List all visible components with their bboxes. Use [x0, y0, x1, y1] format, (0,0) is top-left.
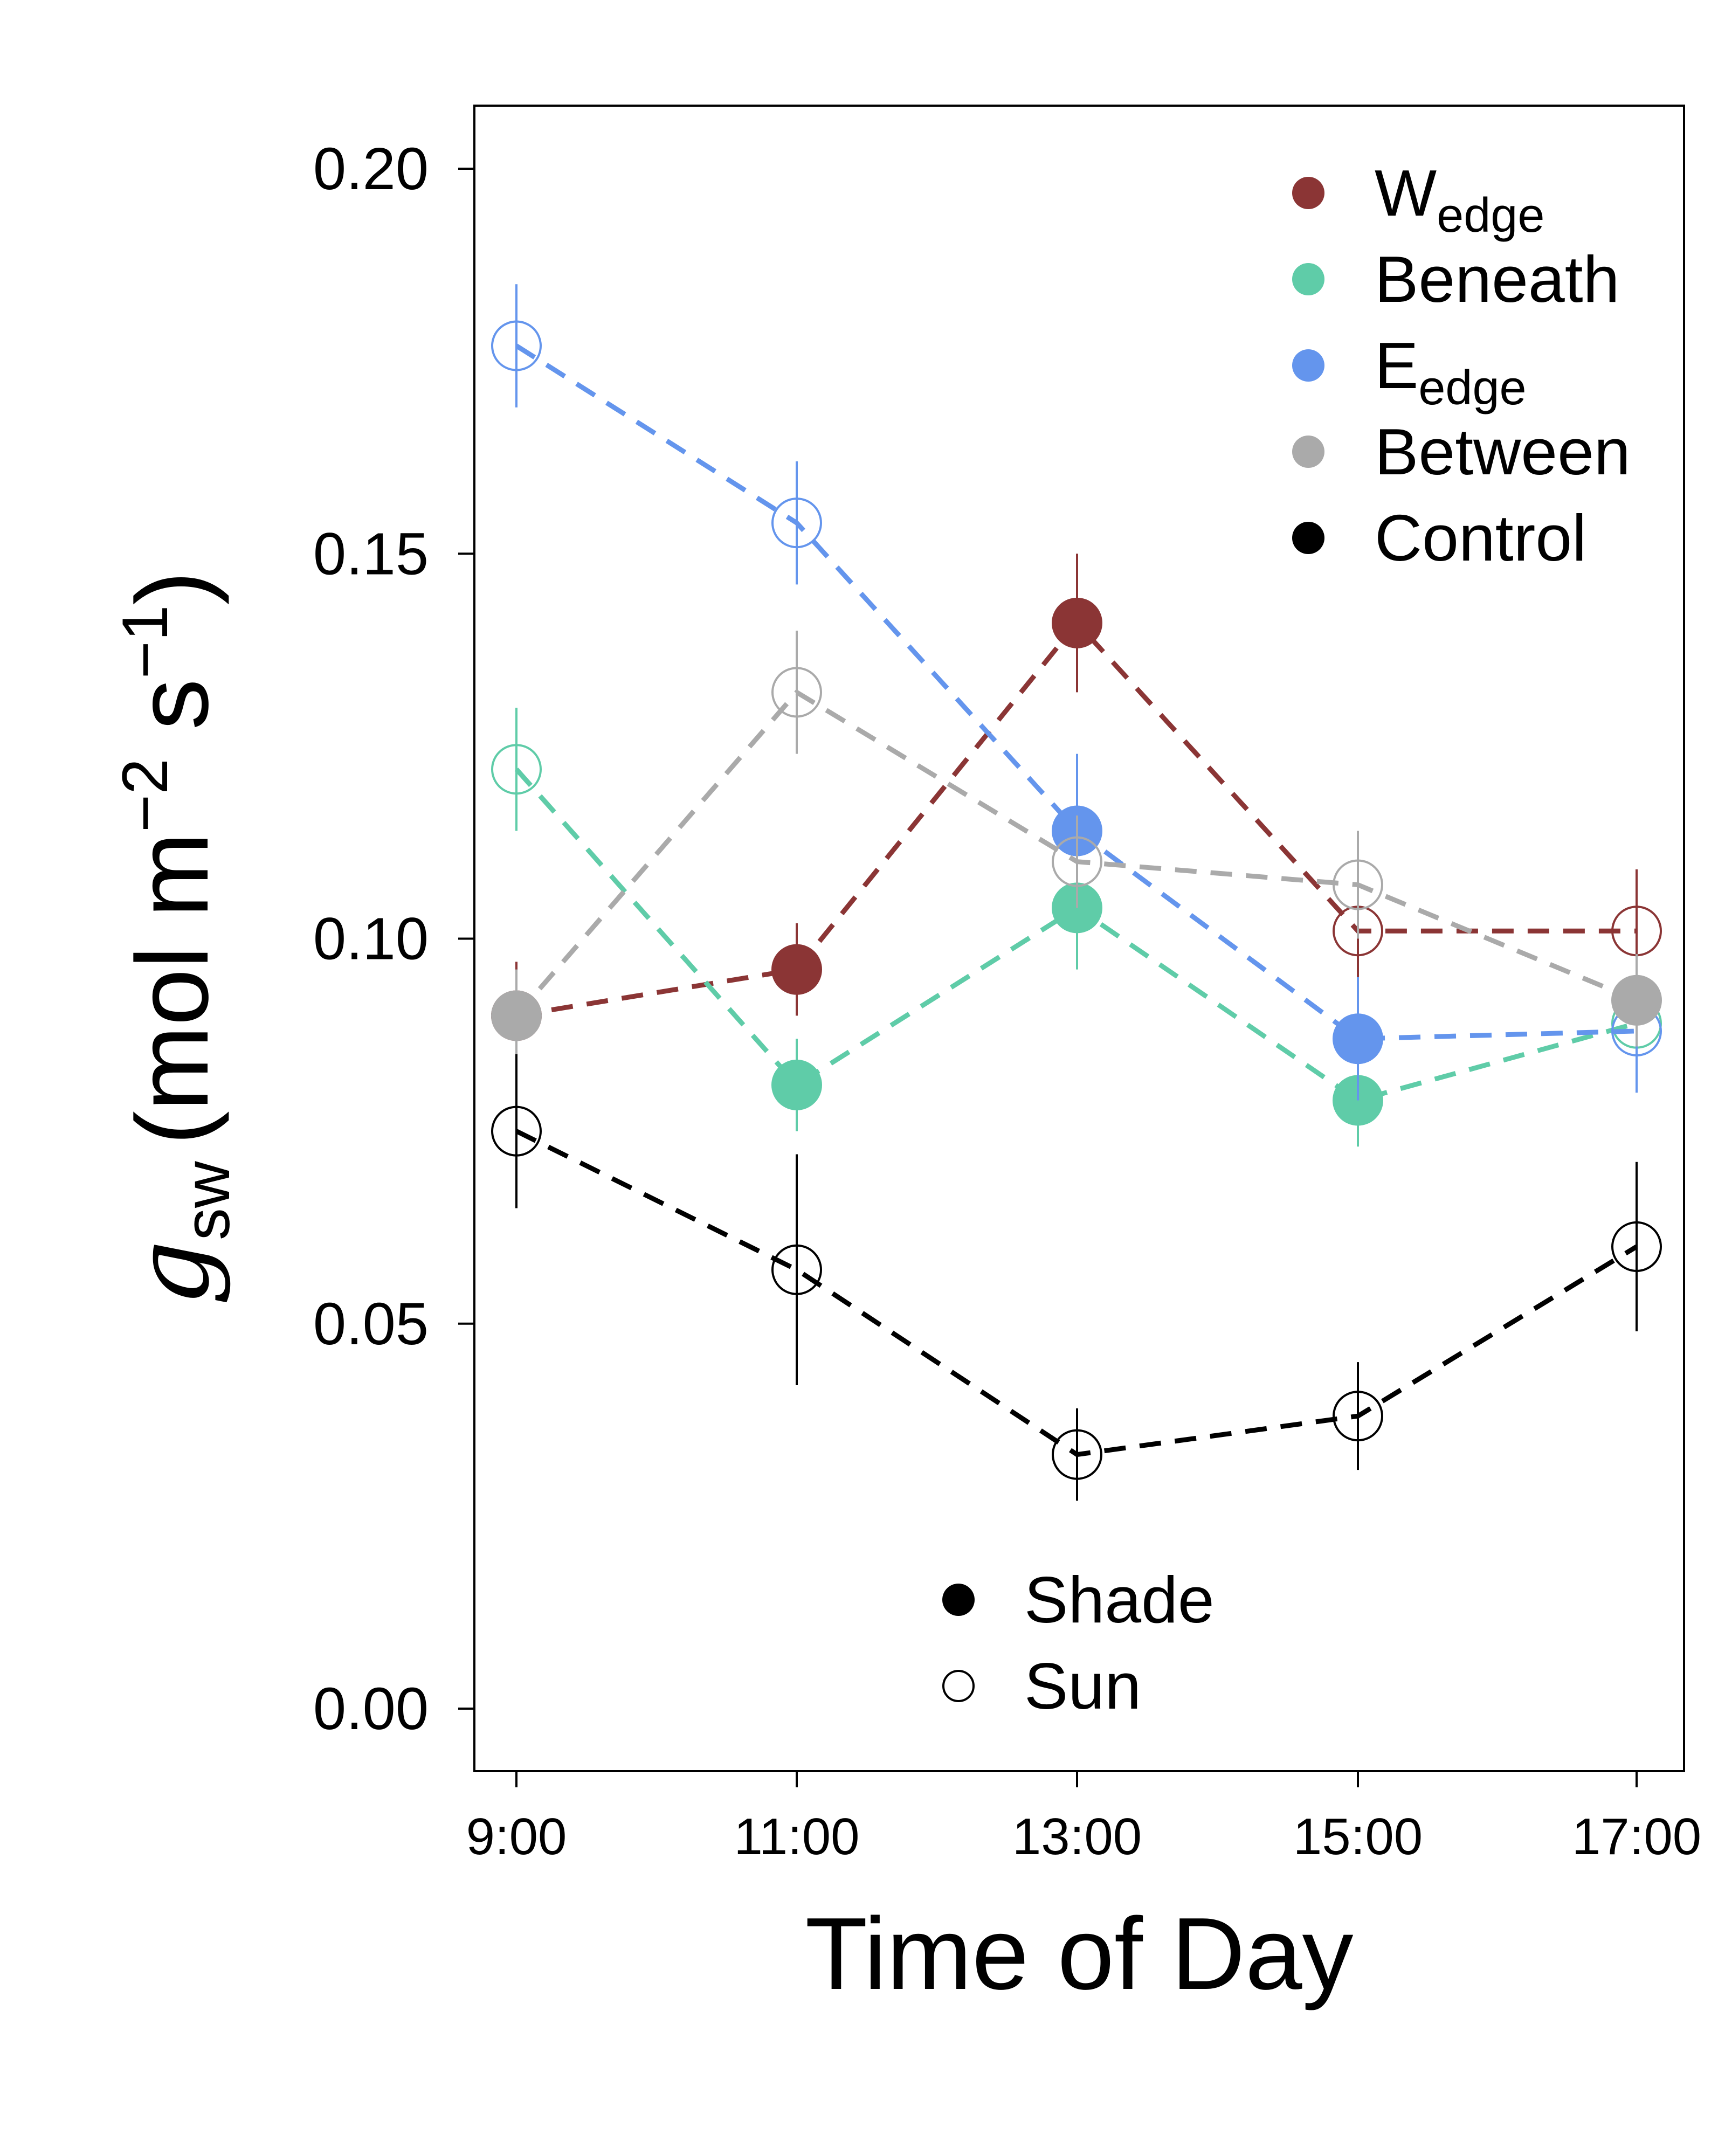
y-tick-label: 0.00: [313, 1676, 429, 1742]
data-point: [1052, 836, 1102, 887]
legend-label: Shade: [1024, 1563, 1215, 1636]
plot-frame: [473, 105, 1685, 1772]
data-point: [491, 1105, 542, 1157]
legend-marker: [1292, 263, 1324, 295]
legend-marker: [942, 1584, 975, 1616]
y-axis-label: gsw (mol m−2 s−1): [109, 571, 243, 1306]
data-point: [1333, 859, 1383, 910]
y-axis-label-exp2: −1: [109, 605, 181, 679]
x-tick-label: 13:00: [1012, 1808, 1142, 1865]
y-axis-label-units-close: ): [115, 571, 230, 605]
data-point: [771, 667, 822, 718]
data-point: [1052, 1429, 1102, 1480]
data-point: [771, 497, 822, 549]
legend-marker: [1292, 436, 1324, 468]
series-control: [491, 1054, 1662, 1501]
data-point: [1052, 597, 1102, 648]
data-point: [491, 320, 542, 371]
y-axis-label-units-open: (mol m: [115, 832, 230, 1145]
legend-exposure: Shade Sun: [942, 1563, 1215, 1723]
legend-label: Sun: [1024, 1649, 1141, 1723]
x-axis: 9:00 11:00 13:00 15:00 17:00: [466, 1770, 1701, 1865]
x-tick-label: 15:00: [1293, 1808, 1423, 1865]
data-point: [1611, 1221, 1662, 1272]
data-point: [491, 990, 542, 1041]
series-between: [491, 631, 1662, 1062]
y-axis-label-subscript: sw: [171, 1161, 243, 1240]
legend-marker: [1292, 349, 1324, 382]
x-tick-label: 9:00: [466, 1808, 567, 1865]
legend-label: Eedge: [1375, 329, 1527, 415]
data-point: [771, 1059, 822, 1110]
data-point: [1333, 1391, 1383, 1442]
data-point: [1611, 975, 1662, 1026]
legend-marker: [1292, 522, 1324, 554]
plot-marks: [491, 284, 1662, 1501]
legend-marker: [1292, 177, 1324, 209]
data-point: [1333, 1013, 1383, 1065]
series-line: [514, 689, 1638, 1018]
data-point: [491, 744, 542, 795]
y-axis-label-symbol: g: [113, 1240, 232, 1306]
data-point: [771, 944, 822, 995]
legend-label: Control: [1375, 501, 1586, 575]
legend-marker: [942, 1670, 975, 1702]
legend-label: Between: [1375, 415, 1631, 488]
y-axis: 0.00 0.05 0.10 0.15 0.20: [313, 136, 475, 1742]
x-tick-label: 11:00: [734, 1808, 859, 1865]
y-axis-label-units-mid: s: [115, 679, 230, 758]
y-tick-label: 0.05: [313, 1291, 429, 1357]
y-tick-label: 0.20: [313, 136, 429, 202]
x-axis-label: Time of Day: [805, 1897, 1353, 2011]
legend-label: Wedge: [1375, 156, 1544, 243]
x-tick-label: 17:00: [1572, 1808, 1701, 1865]
series-wedge: [491, 554, 1662, 1070]
y-axis-label-exp1: −2: [109, 758, 181, 832]
legend-label: Beneath: [1375, 243, 1620, 316]
y-tick-label: 0.15: [313, 521, 429, 587]
data-point: [771, 1244, 822, 1295]
y-tick-label: 0.10: [313, 906, 429, 972]
series-line: [515, 1129, 1638, 1457]
